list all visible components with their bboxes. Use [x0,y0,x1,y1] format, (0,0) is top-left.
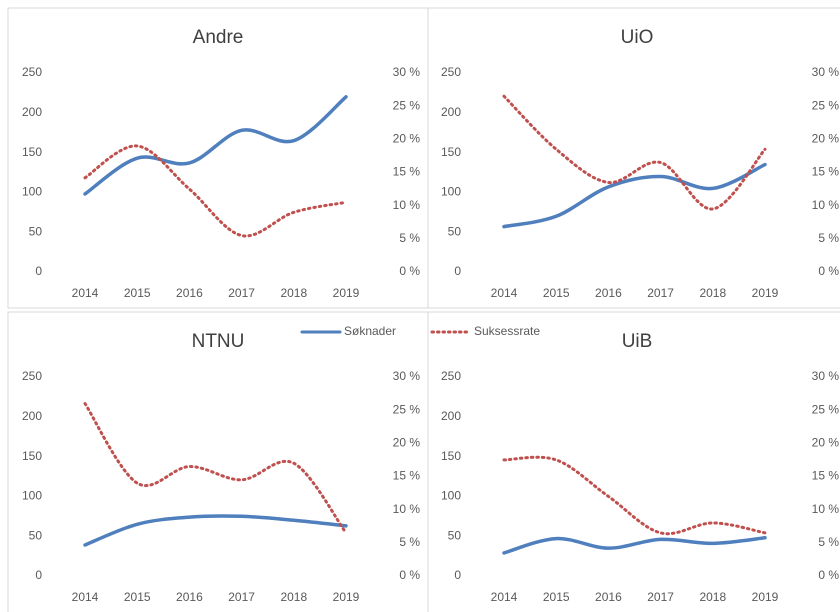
y-tick-label: 50 [448,224,462,238]
line-series [83,402,348,535]
y2-tick-label: 5 % [818,231,839,245]
y-tick-label: 250 [22,65,42,79]
y-tick-label: 100 [441,489,461,503]
y-tick-label: 200 [441,409,461,423]
x-tick-label: 2018 [280,590,307,604]
y2-tick-label: 0 % [818,264,839,278]
y2-tick-label: 20 % [393,436,421,450]
y-tick-label: 50 [448,528,462,542]
x-tick-label: 2015 [124,286,151,300]
y2-tick-label: 0 % [818,568,839,582]
y2-tick-label: 20 % [812,132,840,146]
y-tick-label: 0 [35,568,42,582]
panel-border [427,311,840,612]
y2-tick-label: 25 % [393,402,421,416]
y-tick-label: 150 [22,145,42,159]
line-series [83,95,348,196]
y-tick-label: 200 [22,105,42,119]
y2-tick-label: 15 % [812,165,840,179]
line-series [83,144,348,238]
x-tick-label: 2016 [595,286,622,300]
y2-tick-label: 25 % [812,98,840,112]
y2-tick-label: 10 % [393,502,421,516]
y-tick-label: 150 [22,449,42,463]
y2-tick-label: 15 % [812,469,840,483]
y2-tick-label: 5 % [399,535,420,549]
x-tick-label: 2016 [176,286,203,300]
y2-tick-label: 30 % [812,369,840,383]
x-tick-label: 2015 [124,590,151,604]
x-tick-label: 2019 [333,590,360,604]
y2-tick-label: 20 % [393,132,421,146]
y2-tick-label: 25 % [812,402,840,416]
chart-title: UiO [621,27,654,48]
y2-tick-label: 30 % [393,369,421,383]
panel-border [7,7,429,309]
y-tick-label: 100 [22,185,42,199]
x-tick-label: 2018 [280,286,307,300]
panel-border [7,311,429,612]
y-tick-label: 150 [441,449,461,463]
x-tick-label: 2015 [543,286,570,300]
x-tick-label: 2019 [752,286,779,300]
x-tick-label: 2017 [647,590,674,604]
x-tick-label: 2014 [491,286,518,300]
x-tick-label: 2017 [647,286,674,300]
x-tick-label: 2014 [72,286,99,300]
chart-title: NTNU [192,331,245,352]
y2-tick-label: 10 % [393,198,421,212]
y-tick-label: 200 [22,409,42,423]
x-tick-label: 2017 [228,590,255,604]
x-tick-label: 2018 [699,286,726,300]
y-tick-label: 100 [22,489,42,503]
x-tick-label: 2016 [176,590,203,604]
legend-label: Søknader [344,324,396,338]
y-tick-label: 250 [441,65,461,79]
y-tick-label: 50 [29,224,43,238]
y2-tick-label: 30 % [812,65,840,79]
y2-tick-label: 10 % [812,198,840,212]
y2-tick-label: 20 % [812,436,840,450]
y-tick-label: 200 [441,105,461,119]
x-tick-label: 2018 [699,590,726,604]
line-series [502,162,767,229]
x-tick-label: 2016 [595,590,622,604]
line-series [502,94,767,211]
y2-tick-label: 5 % [818,535,839,549]
x-tick-label: 2017 [228,286,255,300]
x-tick-label: 2014 [491,590,518,604]
y2-tick-label: 25 % [393,98,421,112]
panel-border [427,7,840,309]
legend-label: Suksessrate [474,324,540,338]
x-tick-label: 2019 [333,286,360,300]
y2-tick-label: 0 % [399,264,420,278]
chart-title: Andre [193,27,244,48]
y2-tick-label: 5 % [399,231,420,245]
y-tick-label: 50 [29,528,43,542]
x-tick-label: 2019 [752,590,779,604]
y-tick-label: 100 [441,185,461,199]
y2-tick-label: 15 % [393,165,421,179]
chart-title: UiB [622,331,653,352]
y2-tick-label: 30 % [393,65,421,79]
y-tick-label: 0 [454,264,461,278]
y-tick-label: 250 [441,369,461,383]
line-series [83,514,348,547]
line-series [502,536,767,555]
y-tick-label: 0 [454,568,461,582]
x-tick-label: 2014 [72,590,99,604]
y2-tick-label: 10 % [812,502,840,516]
x-tick-label: 2015 [543,590,570,604]
line-series [502,455,767,536]
y2-tick-label: 0 % [399,568,420,582]
y-tick-label: 0 [35,264,42,278]
y2-tick-label: 15 % [393,469,421,483]
y-tick-label: 150 [441,145,461,159]
y-tick-label: 250 [22,369,42,383]
